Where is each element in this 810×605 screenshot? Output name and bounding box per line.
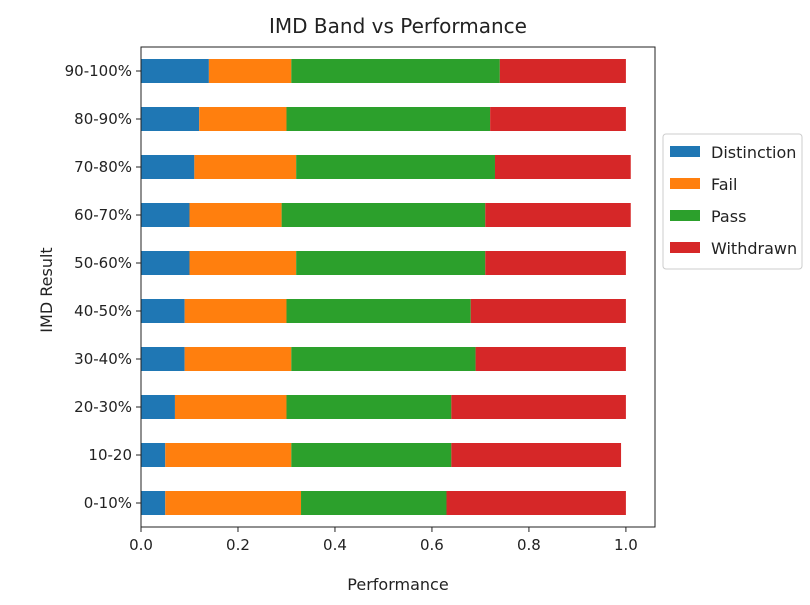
x-tick-label: 0.0 [129, 536, 153, 554]
bar-withdrawn-70-80% [494, 155, 631, 179]
y-tick-label: 80-90% [74, 110, 132, 128]
bar-fail-40-50% [184, 299, 287, 323]
legend-label-pass: Pass [711, 207, 746, 226]
bars [141, 59, 631, 515]
y-tick-label: 60-70% [74, 206, 132, 224]
bar-withdrawn-50-60% [485, 251, 626, 275]
bar-pass-60-70% [281, 203, 486, 227]
bar-withdrawn-90-100% [499, 59, 626, 83]
y-tick-label: 0-10% [84, 494, 132, 512]
bar-distinction-20-30% [141, 395, 175, 419]
y-tick-label: 50-60% [74, 254, 132, 272]
bar-withdrawn-0-10% [446, 491, 626, 515]
bar-distinction-60-70% [141, 203, 190, 227]
x-tick-label: 1.0 [614, 536, 638, 554]
bar-distinction-30-40% [141, 347, 185, 371]
bar-pass-70-80% [296, 155, 495, 179]
bar-distinction-90-100% [141, 59, 209, 83]
bar-pass-10-20 [291, 443, 452, 467]
bar-withdrawn-20-30% [451, 395, 626, 419]
y-axis-label: IMD Result [37, 247, 56, 332]
chart-title: IMD Band vs Performance [269, 14, 527, 38]
x-tick-label: 0.8 [517, 536, 541, 554]
bar-pass-90-100% [291, 59, 500, 83]
bar-withdrawn-60-70% [485, 203, 631, 227]
legend-label-distinction: Distinction [711, 143, 796, 162]
bar-distinction-40-50% [141, 299, 185, 323]
y-tick-label: 20-30% [74, 398, 132, 416]
legend-swatch-fail [670, 178, 700, 189]
y-tick-label: 30-40% [74, 350, 132, 368]
bar-fail-80-90% [199, 107, 287, 131]
y-tick-label: 10-20 [88, 446, 132, 464]
bar-distinction-80-90% [141, 107, 200, 131]
x-tick-label: 0.6 [420, 536, 444, 554]
legend-swatch-distinction [670, 146, 700, 157]
bar-fail-60-70% [189, 203, 282, 227]
y-axis-ticks: 0-10% 10-20 20-30% 30-40% 40-50% 50-60% 60-70%… [65, 62, 141, 512]
legend-label-withdrawn: Withdrawn [711, 239, 797, 258]
y-tick-label: 40-50% [74, 302, 132, 320]
bar-distinction-0-10% [141, 491, 166, 515]
bar-fail-50-60% [189, 251, 297, 275]
bar-pass-0-10% [301, 491, 447, 515]
bar-distinction-70-80% [141, 155, 195, 179]
bar-withdrawn-80-90% [490, 107, 626, 131]
x-tick-label: 0.4 [323, 536, 347, 554]
bar-fail-20-30% [174, 395, 287, 419]
legend-swatch-withdrawn [670, 242, 700, 253]
bar-distinction-50-60% [141, 251, 190, 275]
y-tick-label: 70-80% [74, 158, 132, 176]
x-tick-label: 0.2 [226, 536, 250, 554]
bar-fail-70-80% [194, 155, 297, 179]
legend-label-fail: Fail [711, 175, 737, 194]
bar-pass-20-30% [286, 395, 452, 419]
bar-withdrawn-10-20 [451, 443, 622, 467]
bar-pass-30-40% [291, 347, 476, 371]
bar-fail-10-20 [165, 443, 292, 467]
legend-swatch-pass [670, 210, 700, 221]
bar-withdrawn-40-50% [470, 299, 626, 323]
plot-frame [140, 46, 656, 528]
bar-fail-0-10% [165, 491, 302, 515]
bar-distinction-10-20 [141, 443, 166, 467]
bar-pass-50-60% [296, 251, 486, 275]
x-axis-label: Performance [347, 575, 448, 594]
legend: Distinction Fail Pass Withdrawn [662, 133, 803, 270]
x-axis-ticks: 0.0 0.2 0.4 0.6 0.8 1.0 [129, 527, 638, 554]
bar-fail-90-100% [208, 59, 292, 83]
y-tick-label: 90-100% [65, 62, 132, 80]
plot-area: 0-10% 10-20 20-30% 30-40% 40-50% 50-60% 60-70%… [65, 46, 656, 554]
bar-pass-80-90% [286, 107, 491, 131]
bar-pass-40-50% [286, 299, 471, 323]
bar-fail-30-40% [184, 347, 292, 371]
bar-withdrawn-30-40% [475, 347, 626, 371]
legend-box [662, 133, 803, 270]
